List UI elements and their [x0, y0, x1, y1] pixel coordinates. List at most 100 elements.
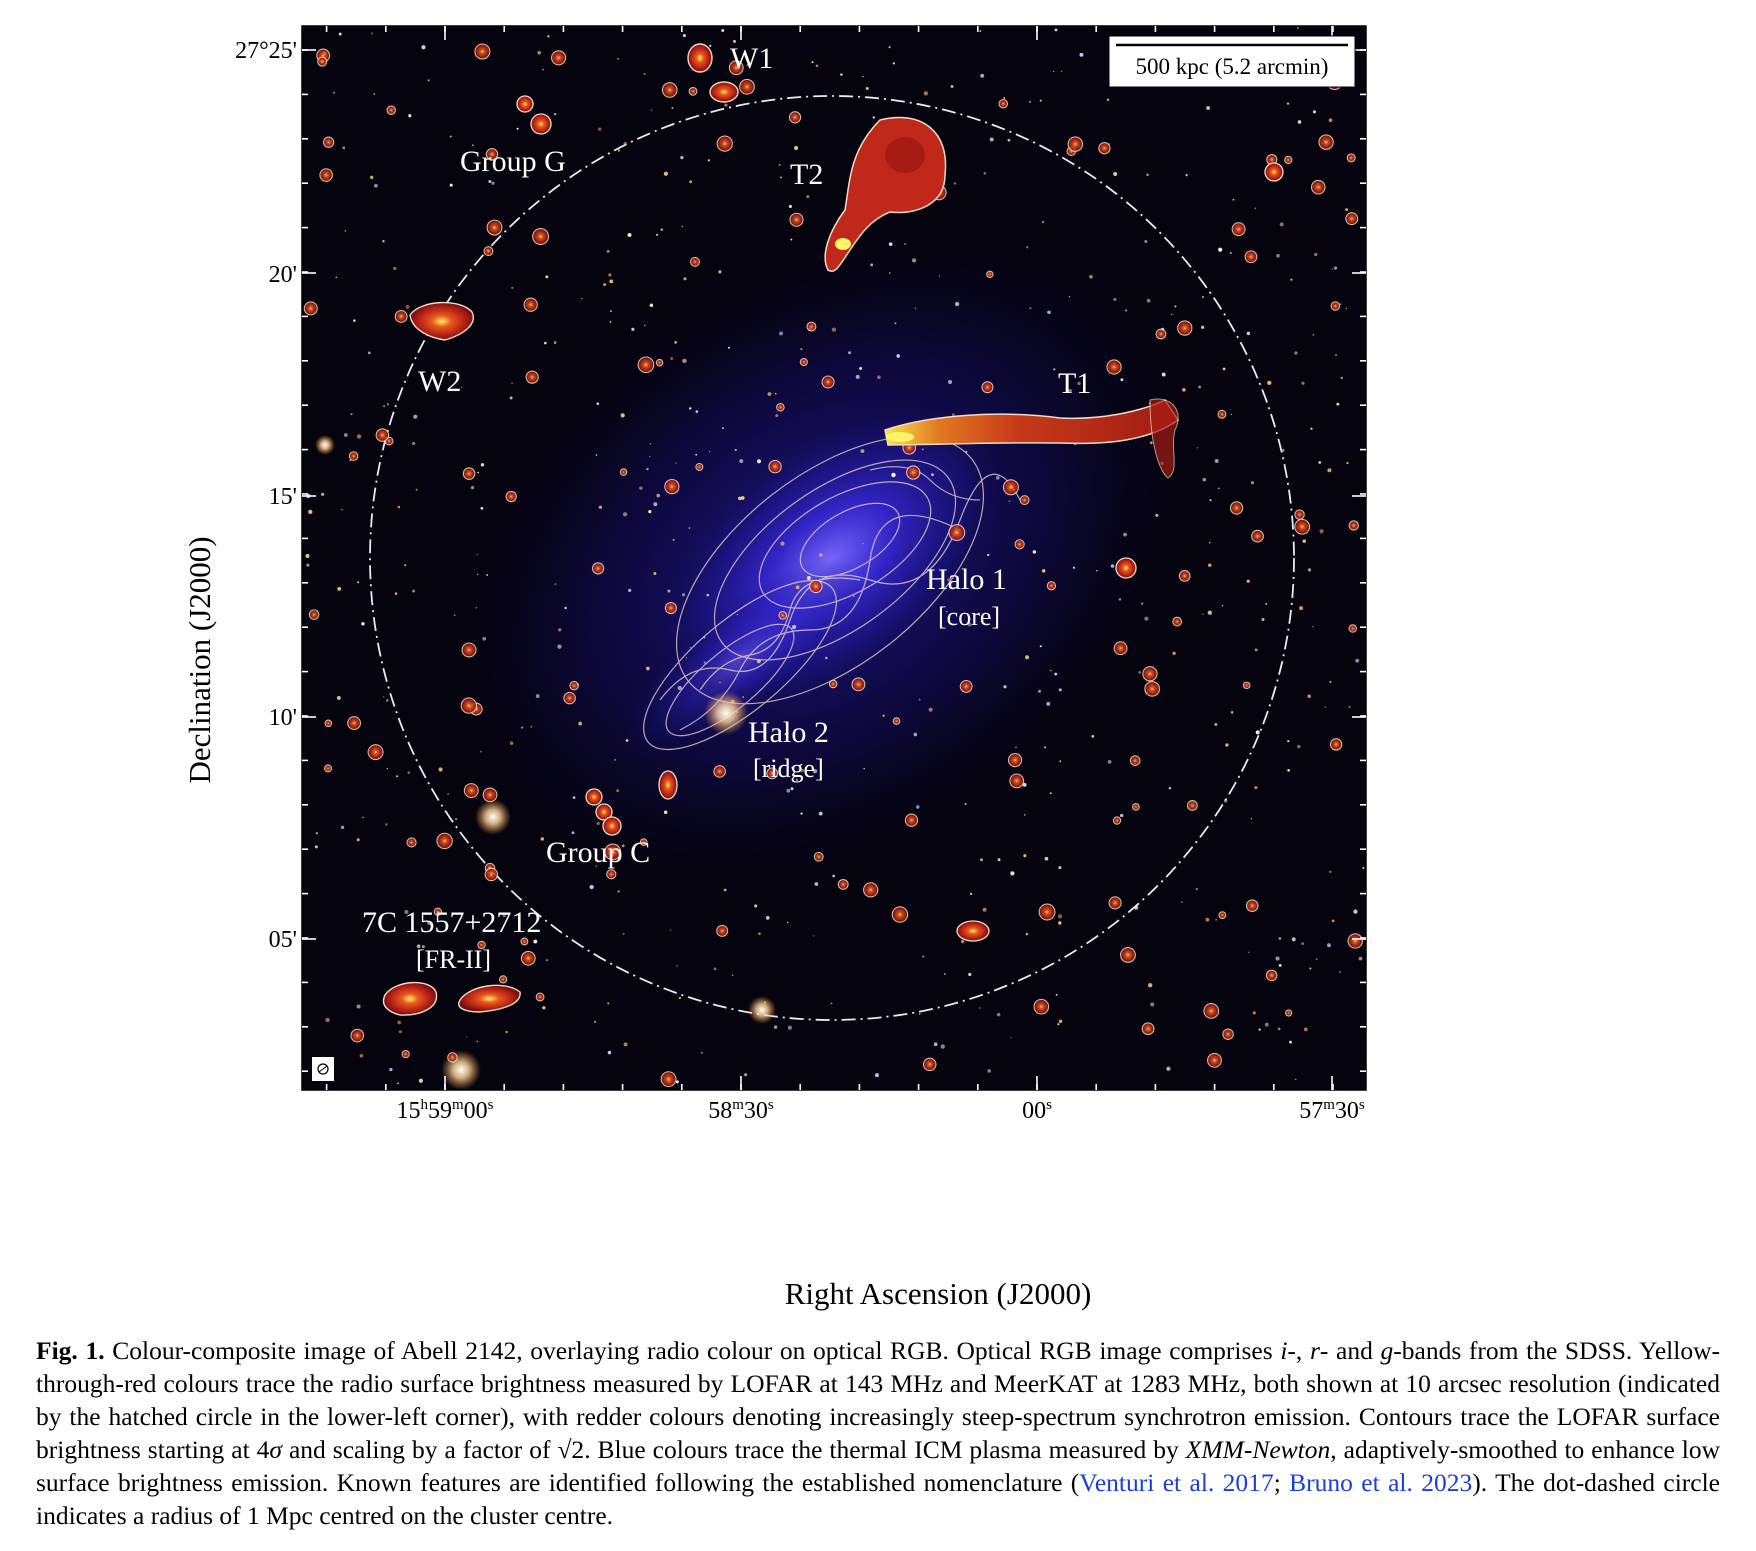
star	[953, 182, 956, 185]
star	[888, 242, 893, 247]
compact-source	[809, 579, 823, 594]
star	[321, 492, 325, 496]
compact-source	[799, 357, 808, 367]
star	[870, 263, 874, 267]
compact-source	[1113, 641, 1128, 656]
star	[674, 341, 677, 344]
star	[1049, 792, 1052, 795]
star	[913, 732, 918, 737]
star	[1358, 956, 1363, 961]
compact-source	[551, 50, 567, 66]
star	[1025, 655, 1030, 660]
star	[825, 656, 828, 660]
star	[784, 732, 788, 736]
star	[393, 266, 397, 271]
star	[337, 587, 342, 591]
star	[721, 427, 724, 430]
star	[1113, 297, 1117, 301]
scale-bar: 500 kpc (5.2 arcmin)	[1108, 35, 1356, 88]
star	[491, 181, 495, 185]
star	[1155, 513, 1159, 517]
star	[1077, 381, 1081, 386]
star	[832, 874, 835, 878]
star	[606, 250, 610, 253]
compact-source	[1106, 359, 1122, 375]
caption-text: -bands from the SDSS. Yellow-through-red…	[36, 1336, 1720, 1464]
star	[1225, 743, 1229, 747]
star	[314, 845, 318, 849]
x-tick-label: 00s	[1022, 1097, 1052, 1124]
star	[681, 225, 684, 228]
star	[623, 1042, 628, 1047]
bright-star	[441, 1050, 481, 1090]
star	[1058, 866, 1062, 870]
star	[848, 351, 852, 355]
star	[1043, 746, 1046, 749]
star	[767, 392, 772, 396]
star	[370, 175, 374, 180]
caption-text: ;	[1273, 1468, 1290, 1497]
compact-source	[486, 219, 503, 236]
star	[1118, 598, 1122, 601]
star	[1206, 106, 1211, 110]
reference-link-venturi[interactable]: Venturi et al. 2017	[1079, 1468, 1274, 1497]
star	[596, 821, 600, 826]
compact-source	[1186, 800, 1198, 811]
star	[1008, 500, 1011, 503]
star	[617, 149, 621, 152]
caption-italic: XMM-Newton	[1185, 1435, 1331, 1464]
compact-source	[532, 228, 550, 245]
star	[1161, 372, 1166, 377]
star	[1024, 814, 1026, 816]
star	[663, 810, 668, 814]
star	[689, 646, 692, 649]
star	[1258, 1028, 1261, 1031]
compact-source	[1222, 1028, 1234, 1040]
star	[623, 141, 627, 145]
star	[1182, 388, 1186, 392]
star	[1334, 354, 1338, 357]
star	[1044, 856, 1049, 861]
compact-source	[1347, 933, 1363, 949]
star	[1246, 579, 1250, 583]
star	[1149, 441, 1153, 445]
star	[644, 324, 646, 327]
star	[1171, 313, 1173, 316]
star	[695, 453, 698, 456]
star	[734, 448, 737, 451]
star	[780, 176, 782, 179]
compact-source	[474, 43, 491, 60]
star	[1091, 735, 1095, 738]
mpc-circle	[369, 95, 1295, 1021]
star	[470, 486, 475, 490]
compact-source	[1264, 162, 1284, 182]
star	[511, 382, 513, 385]
reference-link-bruno[interactable]: Bruno et al. 2023	[1289, 1468, 1473, 1497]
star	[775, 414, 779, 418]
star	[627, 232, 632, 238]
star	[732, 39, 737, 43]
source-t1	[884, 398, 1180, 479]
star	[724, 103, 728, 107]
star	[1331, 919, 1335, 923]
compact-source	[1348, 624, 1357, 633]
compact-source	[401, 1049, 410, 1059]
compact-source	[828, 679, 838, 689]
star	[1172, 651, 1176, 656]
star	[603, 283, 607, 287]
star	[1339, 971, 1341, 973]
star	[1047, 310, 1051, 315]
compact-source	[1177, 320, 1193, 336]
star	[940, 1044, 945, 1049]
star	[1252, 1011, 1256, 1015]
star	[537, 50, 541, 55]
star	[773, 1025, 778, 1029]
star	[609, 321, 612, 323]
compact-source	[948, 524, 966, 541]
star	[1255, 730, 1260, 735]
star	[480, 463, 485, 467]
star	[646, 666, 650, 671]
star	[1254, 207, 1257, 210]
star	[616, 789, 620, 793]
star	[812, 935, 815, 937]
